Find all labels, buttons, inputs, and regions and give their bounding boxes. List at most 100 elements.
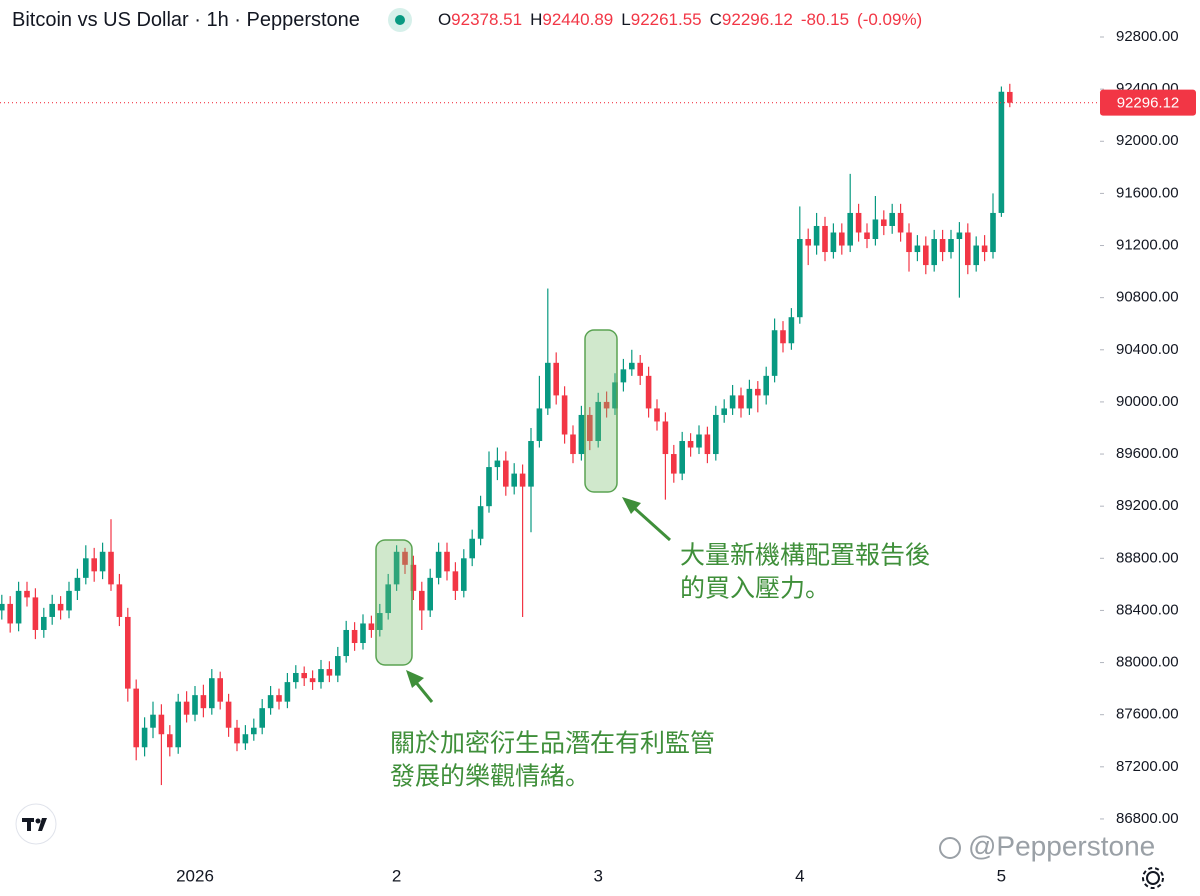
y-tick-label: 91600.00 [1116,184,1179,201]
arrow [629,503,672,542]
candle-body [746,388,753,409]
symbol: Bitcoin vs US Dollar · 1h · Pepperstone [12,8,360,31]
candle-body [242,734,249,744]
candle-body [763,375,769,396]
candle-body [822,225,828,253]
candle-body [578,414,585,455]
candle-body [729,395,736,409]
candle-body [410,564,417,591]
price-label: 92296.12 [1117,95,1180,112]
candle-body [587,414,593,442]
candle-body [998,91,1005,213]
watermark-icon [939,837,961,859]
x-tick-label: 4 [795,866,804,885]
candle-body [343,629,349,657]
candle-body [175,701,181,748]
candle-body [721,408,727,415]
candle-body [368,623,375,630]
candle-body [393,551,400,585]
candle-body [637,362,643,376]
candle-body [771,330,778,376]
candle-body [91,558,97,572]
annotation-text: 大量新機構配置報告後 [680,542,930,570]
y-tick-label: 89600.00 [1116,445,1179,462]
candle-body [855,212,862,233]
candle-body [965,232,971,266]
candle-body [301,672,307,679]
ohlc-value: 92261.55 [630,10,702,29]
candle-body [284,682,291,702]
candle-body [931,239,937,266]
candle-body [461,558,467,591]
candle-body [452,571,459,591]
y-tick-label: 90400.00 [1116,341,1179,358]
candle-body [696,434,702,448]
candle-body [612,382,618,409]
candle-body [133,688,139,748]
candle-body [486,467,492,507]
candle-body [872,219,879,240]
candle-body [629,362,635,370]
candle-body [427,577,433,611]
candle-body [15,590,22,624]
candle-body [503,460,509,487]
ohlc-label: O [437,10,452,29]
candle-body [251,727,257,735]
ohlc-label: C [709,10,722,29]
candle-body [7,603,13,624]
logo [15,803,57,845]
candle-body [679,441,685,474]
change-pct: (-0.09%) [857,10,923,29]
candle-body [797,239,803,318]
candle-body [234,727,240,744]
candle-body [805,239,811,246]
candle-body [889,212,895,226]
candle-body [595,401,601,442]
candle-body [662,421,669,455]
ohlc-value: 92440.89 [542,10,614,29]
y-tick-label: 89200.00 [1116,497,1179,514]
candle-body [276,695,282,702]
y-tick-label: 86800.00 [1116,810,1179,827]
candle-body [847,212,853,246]
candle-body [385,584,391,614]
ohlc-label: H [530,10,543,29]
candle-body [360,623,366,644]
settings-icon[interactable] [1142,867,1164,889]
candle-body [24,590,30,598]
candle-body [150,714,156,728]
candle-body [49,603,55,617]
candle-body [713,414,719,455]
candle-body [830,232,837,253]
candle-body [0,603,5,611]
candle-body [654,408,660,422]
candle-body [990,212,996,253]
candle-body [553,362,559,396]
candle-body [108,551,114,585]
candle-body [839,232,845,246]
candle-body [200,695,207,709]
candle-body [402,551,408,565]
candle-body [923,245,929,266]
candle-body [956,232,963,240]
candle-body [309,678,316,683]
candle-body [99,551,106,572]
arrow-head [622,497,641,514]
candle-body [83,558,89,578]
candle-body [1007,91,1013,103]
candle-body [788,317,795,344]
candle-body [528,441,534,487]
ohlc-value: 92378.51 [451,10,523,29]
status-dot [387,8,412,32]
annotation-text: 發展的樂觀情緒。 [390,763,590,791]
candle-body [318,669,324,683]
header: Bitcoin vs US Dollar · 1h · Pepperstone … [12,8,930,32]
candle-body [192,695,198,715]
x-tick-label: 3 [593,866,602,885]
candle-body [755,388,761,396]
x-tick-label: 2026 [176,866,214,885]
arrows [406,497,672,703]
y-tick-label: 90000.00 [1116,393,1179,410]
candle-body [738,395,744,409]
